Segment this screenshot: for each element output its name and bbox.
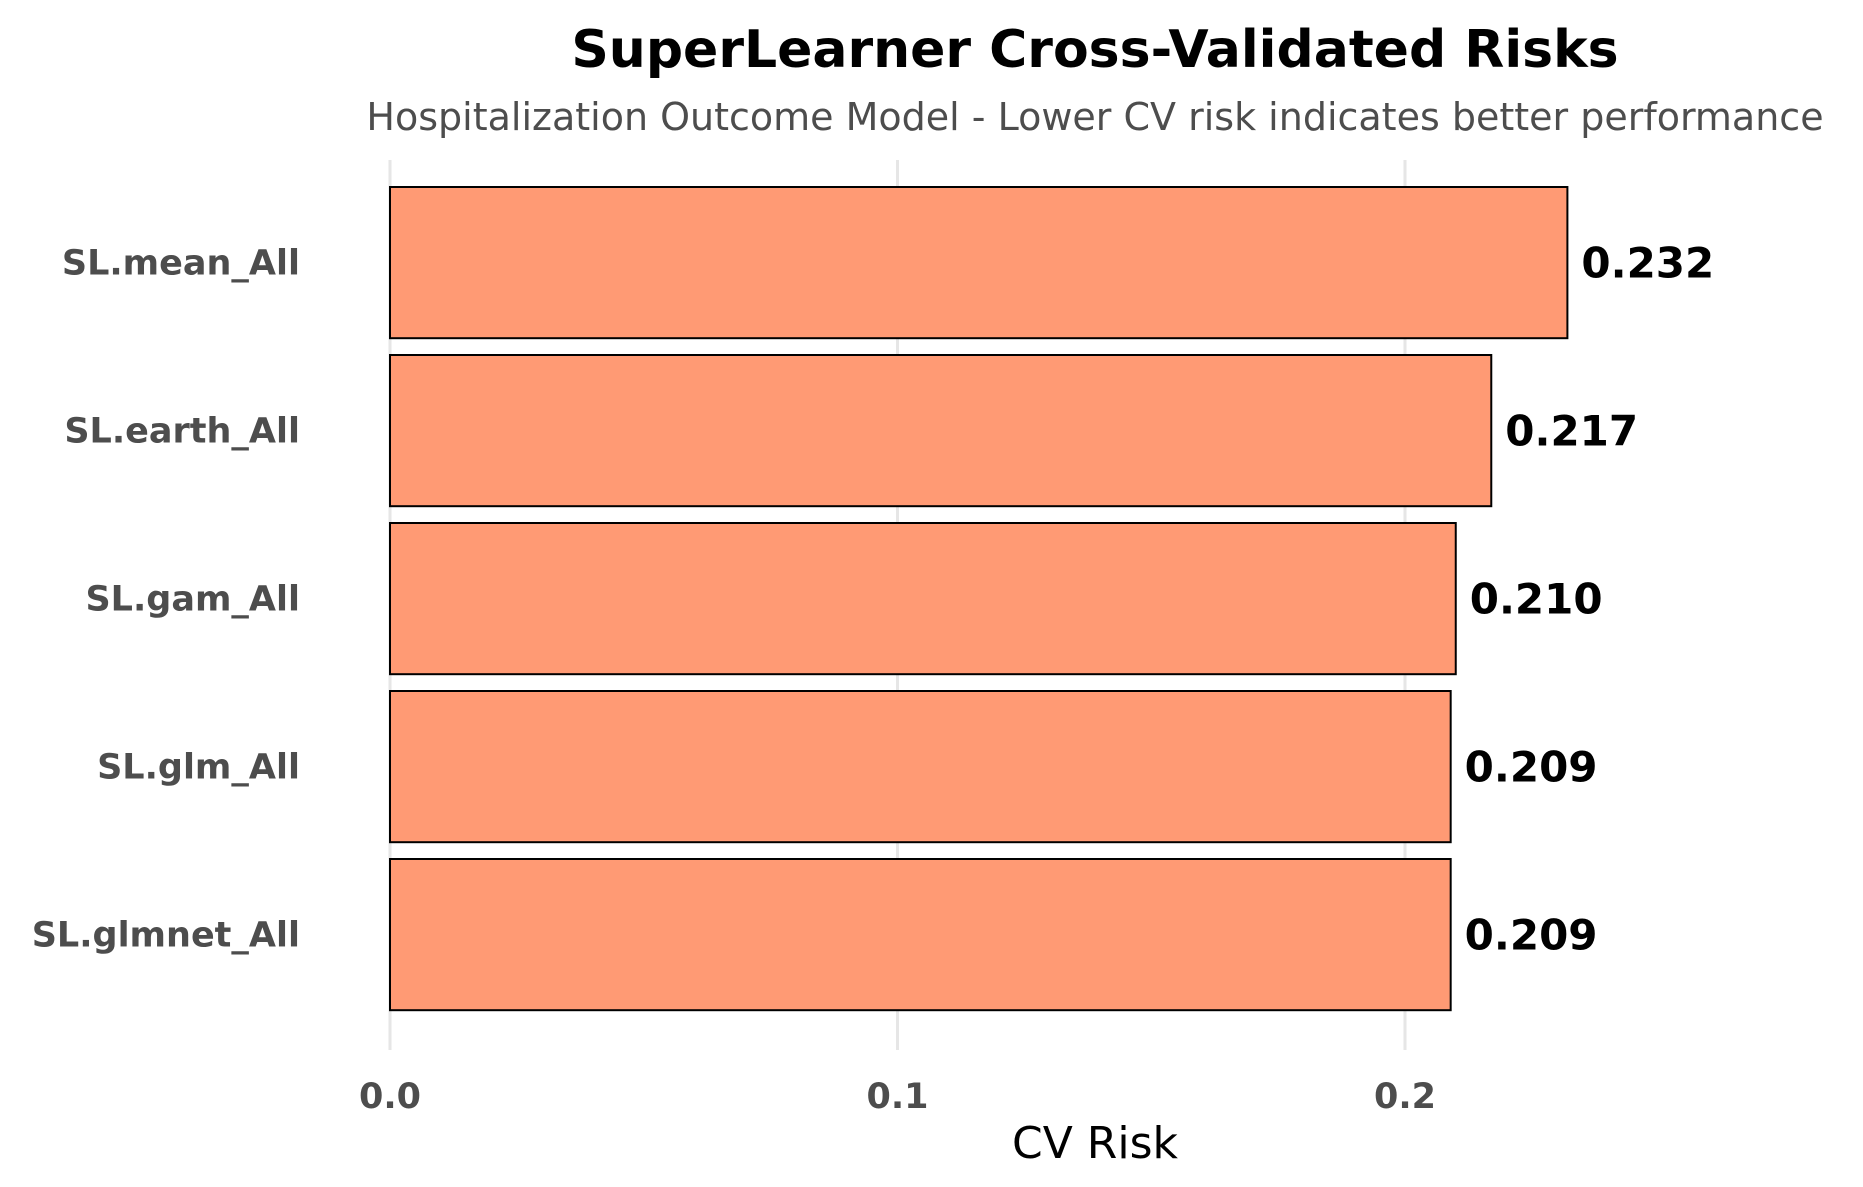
bar-value-label: 0.210 bbox=[1470, 575, 1603, 624]
bar bbox=[389, 690, 1452, 844]
category-label: SL.glmnet_All bbox=[32, 916, 300, 956]
x-tick-label: 0.0 bbox=[359, 1077, 421, 1117]
category-label: SL.earth_All bbox=[64, 412, 300, 452]
bars bbox=[389, 186, 1569, 1012]
x-tick-label: 0.2 bbox=[1374, 1077, 1436, 1117]
bar-value-label: 0.232 bbox=[1581, 239, 1714, 288]
bar bbox=[389, 354, 1493, 508]
category-label: SL.glm_All bbox=[97, 748, 300, 788]
category-label: SL.gam_All bbox=[85, 580, 300, 620]
bar-value-label: 0.209 bbox=[1465, 911, 1598, 960]
bar bbox=[389, 858, 1452, 1012]
bar-value-label: 0.217 bbox=[1505, 407, 1638, 456]
bar bbox=[389, 522, 1457, 676]
x-axis-title: CV Risk bbox=[1012, 1118, 1179, 1169]
bar-value-label: 0.209 bbox=[1465, 743, 1598, 792]
x-tick-label: 0.1 bbox=[866, 1077, 928, 1117]
bar bbox=[389, 186, 1569, 340]
chart-title: SuperLearner Cross-Validated Risks bbox=[571, 20, 1618, 80]
category-label: SL.mean_All bbox=[62, 244, 300, 284]
x-axis-tick-labels: 0.0 0.1 0.2 bbox=[359, 1077, 1436, 1117]
chart-subtitle: Hospitalization Outcome Model - Lower CV… bbox=[366, 95, 1823, 139]
data-labels: 0.232 0.217 0.210 0.209 0.209 bbox=[1465, 239, 1715, 960]
y-axis-category-labels: SL.mean_All SL.earth_All SL.gam_All SL.glm_… bbox=[32, 244, 300, 956]
